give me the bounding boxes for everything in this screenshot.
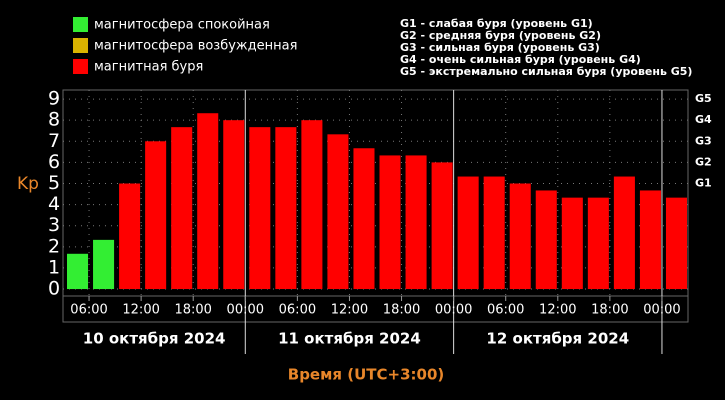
- x-tick-label: 06:00: [487, 303, 524, 318]
- y-tick-label: 9: [48, 88, 60, 110]
- y2-tick-label: G5: [695, 92, 712, 105]
- bar: [457, 176, 479, 290]
- bar: [119, 183, 141, 290]
- bar: [509, 183, 531, 290]
- bar: [67, 253, 89, 290]
- legend-label: магнитосфера спокойная: [94, 18, 270, 33]
- legend-swatch: [73, 59, 88, 74]
- bar: [327, 134, 349, 290]
- y2-tick-label: G4: [695, 113, 712, 126]
- y-tick-label: 5: [48, 172, 60, 194]
- x-tick-label: 18:00: [591, 303, 628, 318]
- storm-note: G1 - слабая буря (уровень G1): [400, 17, 593, 30]
- time-row-frame: [62, 295, 689, 323]
- legend-swatch: [73, 17, 88, 32]
- y2-tick-label: G2: [695, 155, 712, 168]
- bar: [145, 141, 167, 290]
- legend-swatch: [73, 38, 88, 53]
- y-tick-label: 6: [48, 151, 60, 173]
- bar: [483, 176, 505, 290]
- storm-note: G3 - сильная буря (уровень G3): [400, 41, 600, 54]
- y-tick-label: 4: [48, 193, 60, 215]
- day-label: 12 октября 2024: [486, 330, 629, 348]
- storm-note: G4 - очень сильная буря (уровень G4): [400, 53, 641, 66]
- bar: [535, 190, 557, 290]
- bar: [639, 190, 661, 290]
- bar: [587, 197, 609, 290]
- bar: [171, 127, 193, 290]
- y2-tick-label: G1: [695, 177, 712, 190]
- x-tick-label: 00:00: [227, 303, 264, 318]
- y-tick-label: 8: [48, 109, 60, 131]
- y-tick-label: 3: [48, 214, 60, 236]
- x-axis-label: Время (UTC+3:00): [288, 366, 444, 384]
- x-tick-label: 18:00: [383, 303, 420, 318]
- day-label: 11 октября 2024: [278, 330, 421, 348]
- x-tick-label: 12:00: [122, 303, 159, 318]
- x-tick-label: 00:00: [643, 303, 680, 318]
- bar: [223, 120, 245, 290]
- y-tick-label: 2: [48, 235, 60, 257]
- bar: [613, 176, 635, 290]
- x-tick-label: 12:00: [331, 303, 368, 318]
- y2-tick-label: G3: [695, 134, 712, 147]
- y-tick-label: 7: [48, 130, 60, 152]
- bar: [561, 197, 583, 290]
- bar: [301, 120, 323, 290]
- x-tick-label: 06:00: [279, 303, 316, 318]
- bar: [275, 127, 297, 290]
- y-tick-label: 0: [48, 278, 60, 300]
- bar: [405, 155, 427, 290]
- storm-note: G5 - экстремально сильная буря (уровень …: [400, 65, 692, 78]
- x-tick-label: 12:00: [539, 303, 576, 318]
- x-tick-label: 18:00: [174, 303, 211, 318]
- bar: [353, 148, 375, 290]
- storm-note: G2 - средняя буря (уровень G2): [400, 29, 601, 42]
- day-label: 10 октября 2024: [83, 330, 226, 348]
- legend-label: магнитная буря: [94, 60, 203, 75]
- bar: [93, 239, 115, 290]
- bar: [665, 197, 687, 290]
- bar: [431, 162, 453, 290]
- legend-label: магнитосфера возбужденная: [94, 39, 297, 54]
- y-tick-label: 1: [48, 256, 60, 278]
- bar: [197, 113, 219, 290]
- bar: [379, 155, 401, 290]
- bar: [249, 127, 271, 290]
- y-axis-label: Kp: [17, 174, 39, 194]
- x-tick-label: 00:00: [435, 303, 472, 318]
- x-tick-label: 06:00: [70, 303, 107, 318]
